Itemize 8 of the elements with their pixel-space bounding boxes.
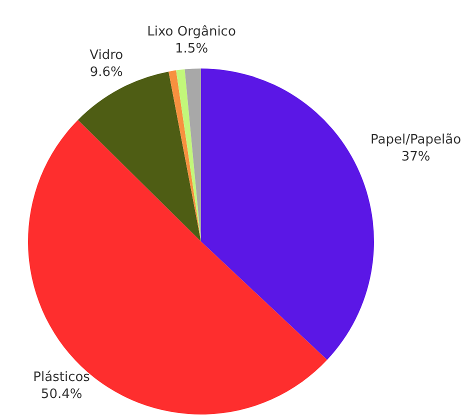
slice-label: Vidro (90, 48, 124, 64)
data-label: 1.5% (175, 42, 208, 57)
slice-label: Plásticos (33, 370, 90, 386)
slice-label: Lixo Orgânico (147, 24, 236, 40)
data-label: 9.6% (90, 65, 123, 80)
data-label: 50.4% (40, 387, 82, 402)
data-label: 37% (401, 149, 430, 164)
slice-label: Papel/Papelão (370, 132, 462, 148)
